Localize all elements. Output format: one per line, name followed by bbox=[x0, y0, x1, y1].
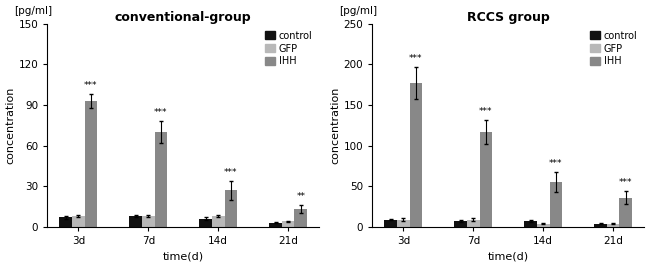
Bar bbox=[72, 216, 84, 227]
Bar bbox=[129, 216, 142, 227]
Bar bbox=[410, 83, 422, 227]
Bar bbox=[397, 219, 410, 227]
Title: RCCS group: RCCS group bbox=[467, 11, 550, 24]
Bar bbox=[200, 219, 212, 227]
Bar bbox=[607, 223, 619, 227]
Text: ***: *** bbox=[224, 168, 238, 177]
X-axis label: time(d): time(d) bbox=[488, 252, 529, 261]
Text: ***: *** bbox=[154, 108, 168, 117]
Bar bbox=[212, 216, 224, 227]
Bar bbox=[619, 198, 632, 227]
Legend: control, GFP, IHH: control, GFP, IHH bbox=[263, 29, 315, 68]
Title: conventional-group: conventional-group bbox=[115, 11, 252, 24]
Bar bbox=[282, 221, 294, 227]
Text: ***: *** bbox=[410, 54, 422, 63]
Text: ***: *** bbox=[84, 81, 98, 90]
Bar bbox=[142, 216, 155, 227]
Bar bbox=[480, 132, 492, 227]
Bar bbox=[155, 132, 167, 227]
Bar bbox=[385, 219, 397, 227]
Bar bbox=[537, 223, 549, 227]
Bar bbox=[525, 221, 537, 227]
Text: ***: *** bbox=[549, 159, 563, 168]
Text: [pg/ml]: [pg/ml] bbox=[14, 6, 53, 16]
Bar bbox=[467, 219, 480, 227]
Bar bbox=[594, 223, 607, 227]
Text: [pg/ml]: [pg/ml] bbox=[339, 6, 378, 16]
Bar bbox=[294, 209, 307, 227]
Bar bbox=[60, 217, 72, 227]
Y-axis label: concentration: concentration bbox=[6, 87, 16, 164]
Bar bbox=[549, 182, 562, 227]
Text: ***: *** bbox=[479, 107, 493, 116]
Bar bbox=[454, 221, 467, 227]
Bar bbox=[84, 101, 98, 227]
Text: ***: *** bbox=[619, 178, 632, 187]
Legend: control, GFP, IHH: control, GFP, IHH bbox=[588, 29, 640, 68]
Text: **: ** bbox=[296, 192, 306, 201]
Bar bbox=[224, 190, 237, 227]
Bar bbox=[269, 223, 282, 227]
Y-axis label: concentration: concentration bbox=[331, 87, 341, 164]
X-axis label: time(d): time(d) bbox=[162, 252, 204, 261]
